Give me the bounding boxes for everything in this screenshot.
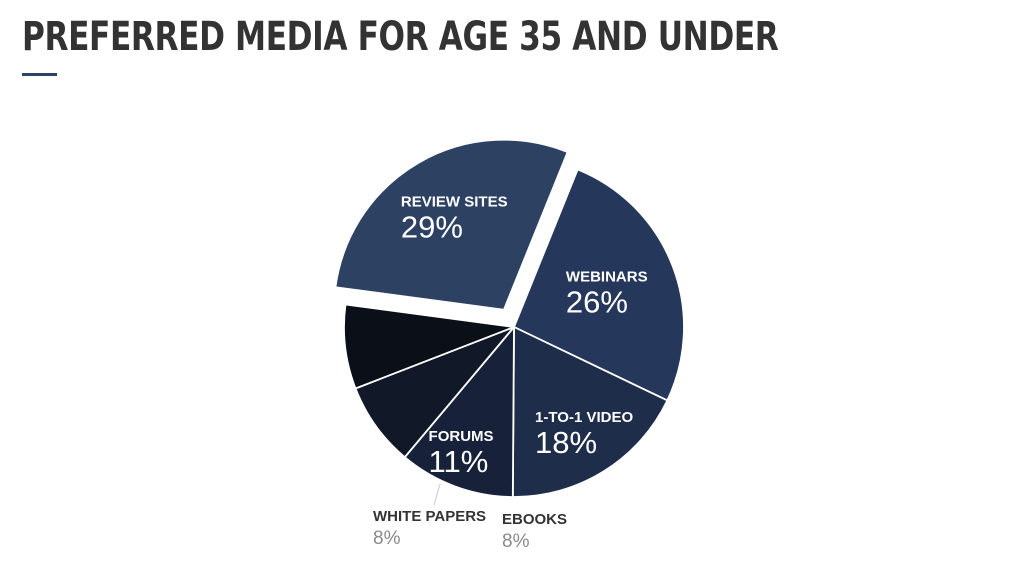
- slice-value-white-papers: 8%: [373, 528, 401, 549]
- pie-slices: [334, 138, 685, 498]
- slice-label-1-to-1-video: 1-TO-1 VIDEO: [535, 409, 633, 426]
- title-underline: [22, 73, 57, 76]
- slice-label-ebooks: EBOOKS: [502, 511, 567, 528]
- leader-line-white-papers: [433, 483, 441, 506]
- slice-value-1-to-1-video: 18%: [535, 425, 597, 460]
- page-title: PREFERRED MEDIA FOR AGE 35 AND UNDER: [22, 14, 779, 60]
- slice-value-review-sites: 29%: [401, 210, 463, 245]
- slice-label-webinars: WEBINARS: [566, 268, 648, 285]
- slice-value-ebooks: 8%: [502, 531, 530, 552]
- slice-forums: [403, 324, 515, 498]
- slice-value-webinars: 26%: [566, 284, 628, 319]
- slice-value-forums: 11%: [429, 444, 489, 479]
- leader-lines: [433, 483, 441, 506]
- slice-white-papers: [343, 303, 515, 390]
- slice-label-white-papers: WHITE PAPERS: [373, 508, 486, 525]
- slice-webinars: [512, 168, 685, 402]
- slice-label-forums: FORUMS: [429, 428, 494, 445]
- slice-1-to-1-video: [511, 325, 669, 498]
- slice-label-review-sites: REVIEW SITES: [401, 194, 508, 211]
- slice-review-sites: [334, 138, 569, 311]
